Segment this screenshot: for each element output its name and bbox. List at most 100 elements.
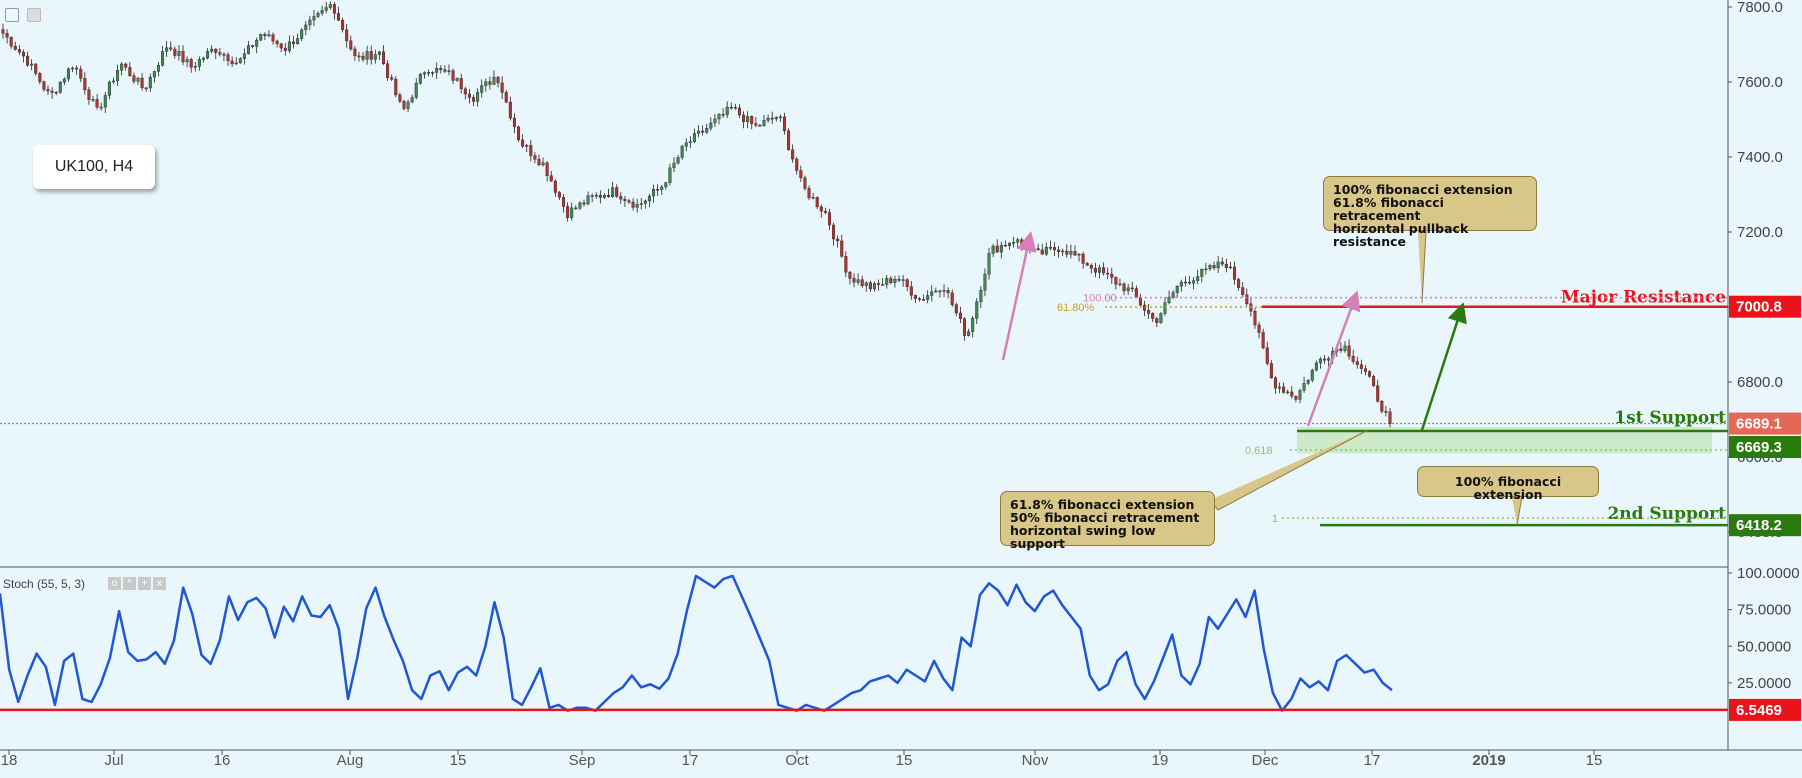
candle-body: [431, 72, 435, 74]
candle-body: [758, 125, 762, 127]
flag-icon[interactable]: [27, 8, 41, 22]
eye-icon[interactable]: o: [108, 577, 121, 590]
candle-body: [414, 82, 418, 98]
candle-body: [128, 67, 132, 76]
candle-body: [995, 245, 999, 253]
candle-body: [181, 51, 185, 63]
candle-body: [1155, 318, 1159, 323]
candle-body: [9, 37, 13, 47]
candle-body: [680, 146, 684, 158]
candle-body: [844, 256, 848, 273]
candle-body: [635, 204, 639, 208]
candle-body: [345, 29, 349, 42]
candle-body: [901, 279, 905, 281]
square-icon[interactable]: [5, 8, 19, 22]
candle-body: [1257, 324, 1261, 333]
candle-body: [962, 318, 966, 336]
candle-body: [1147, 310, 1151, 314]
candle-body: [1163, 302, 1167, 314]
candle-body: [1241, 287, 1245, 295]
candle-body: [1359, 364, 1363, 369]
stoch-line: [0, 574, 1393, 712]
candle-body: [242, 53, 246, 59]
candle-body: [255, 39, 259, 47]
price-tag: [1729, 514, 1801, 537]
stoch-y-tick-label: 100.0000: [1737, 565, 1800, 582]
candle-body: [799, 170, 803, 179]
candle-body: [17, 49, 21, 53]
candle-body: [1118, 283, 1122, 286]
add-icon[interactable]: +: [138, 577, 151, 590]
close-icon[interactable]: x: [153, 577, 166, 590]
candle-body: [398, 94, 402, 102]
candle-body: [238, 58, 242, 64]
stoch-indicator-label[interactable]: Stoch (55, 5, 3): [3, 577, 86, 591]
candle-body: [62, 78, 66, 83]
candle-body: [754, 123, 758, 126]
candle-body: [1323, 358, 1327, 361]
x-tick-label: 17: [682, 752, 699, 769]
candle-body: [206, 51, 210, 59]
candle-body: [590, 195, 594, 197]
candle-body: [545, 162, 549, 176]
candle-body: [1265, 347, 1269, 364]
candle-body: [566, 206, 570, 218]
stoch-value-label: 6.5469: [1736, 702, 1782, 719]
callout-tail-top: [1418, 231, 1427, 304]
candle-body: [13, 45, 17, 50]
candle-body: [1310, 369, 1314, 381]
candle-body: [1327, 358, 1331, 361]
candle-body: [173, 48, 177, 56]
candle-body: [827, 212, 831, 226]
candle-body: [615, 187, 619, 197]
candle-body: [38, 73, 42, 82]
candle-body: [324, 7, 328, 11]
candle-body: [214, 48, 218, 53]
candle-body: [472, 97, 476, 102]
y-tick-label: 7400.0: [1737, 149, 1783, 166]
candle-body: [950, 292, 954, 305]
candle-body: [557, 192, 561, 198]
candle-body: [852, 278, 856, 283]
candle-body: [991, 245, 995, 254]
candle-body: [1237, 279, 1241, 288]
candle-body: [864, 282, 868, 286]
candle-body: [549, 175, 553, 182]
callout-pullback-resistance: 100% fibonacci extension 61.8% fibonacci…: [1323, 176, 1537, 248]
settings-icon[interactable]: *: [123, 577, 136, 590]
candle-body: [877, 283, 881, 285]
candle-body: [1048, 247, 1052, 249]
candle-body: [623, 198, 627, 201]
candle-body: [369, 51, 373, 60]
candle-body: [697, 130, 701, 134]
candle-body: [1233, 266, 1237, 280]
candle-body: [856, 279, 860, 283]
candle-body: [742, 114, 746, 122]
callout-line: 50% fibonacci retracement: [1010, 510, 1200, 525]
candle-body: [71, 67, 75, 70]
price-tag-label: 6669.3: [1736, 439, 1782, 456]
candle-body: [529, 145, 533, 156]
candle-body: [427, 72, 431, 74]
candle-body: [1368, 371, 1372, 377]
indicator-buttons[interactable]: o * + x: [108, 577, 166, 590]
candle-body: [717, 114, 721, 120]
candle-body: [144, 87, 148, 90]
candle-body: [373, 54, 377, 60]
candle-body: [382, 51, 386, 64]
candle-body: [1069, 250, 1073, 255]
fib-1-ext-label: 1: [1272, 513, 1278, 525]
candle-body: [811, 197, 815, 199]
toolbar-icons[interactable]: [5, 8, 41, 22]
candle-body: [1339, 348, 1343, 351]
candle-body: [386, 63, 390, 78]
x-tick-label: 19: [1152, 752, 1169, 769]
candle-body: [418, 74, 422, 84]
candle-body: [774, 117, 778, 120]
candle-body: [987, 253, 991, 275]
candles-group: [1, 1, 1392, 428]
candle-body: [905, 279, 909, 287]
candle-body: [95, 99, 99, 108]
candle-body: [463, 88, 467, 95]
